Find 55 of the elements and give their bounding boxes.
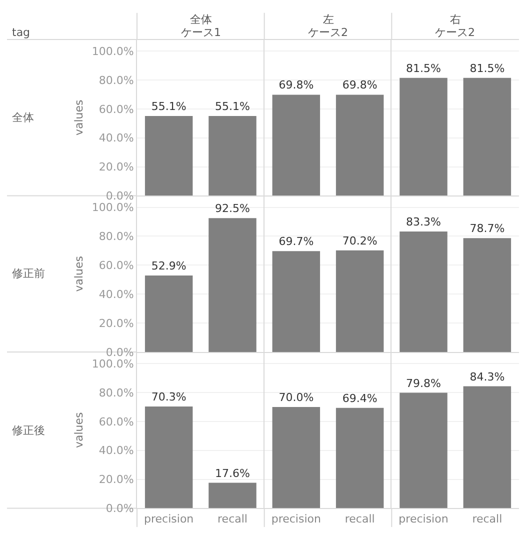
chart-title: 全体 bbox=[190, 13, 212, 26]
x-tick-label: precision bbox=[271, 512, 322, 526]
data-label: 81.5% bbox=[406, 62, 441, 75]
chart-subtitle: ケース1 bbox=[181, 26, 221, 39]
data-label: 69.7% bbox=[278, 235, 314, 248]
x-tick-label: recall bbox=[218, 512, 248, 526]
x-tick-label: recall bbox=[472, 512, 502, 526]
y-axis-title: values bbox=[72, 99, 86, 136]
y-tick-label: 0.0% bbox=[106, 346, 134, 359]
data-label: 69.8% bbox=[278, 78, 314, 92]
y-axis-title: values bbox=[72, 256, 86, 292]
data-label: 69.4% bbox=[342, 392, 378, 405]
y-tick-label: 20.0% bbox=[98, 316, 134, 330]
data-label: 83.3% bbox=[406, 215, 441, 228]
data-label: 17.6% bbox=[215, 466, 250, 480]
data-label: 69.8% bbox=[342, 78, 378, 92]
data-label: 78.7% bbox=[470, 222, 505, 236]
text: 全体 bbox=[12, 111, 34, 124]
y-tick-label: 80.0% bbox=[98, 74, 134, 87]
text: 修正後 bbox=[12, 424, 45, 437]
data-label: 55.1% bbox=[215, 100, 250, 114]
chart-subtitle: ケース2 bbox=[435, 26, 475, 39]
y-tick-label: 40.0% bbox=[98, 132, 134, 145]
x-tick-label: recall bbox=[344, 512, 375, 526]
y-tick-label: 100.0% bbox=[92, 201, 134, 214]
data-label: 70.2% bbox=[342, 234, 378, 248]
data-label: 84.3% bbox=[470, 370, 505, 384]
y-axis-title: values bbox=[72, 412, 86, 448]
x-tick-label: precision bbox=[398, 512, 448, 526]
data-label: 79.8% bbox=[406, 376, 441, 390]
text: tag bbox=[12, 26, 30, 39]
chart-title: 左 bbox=[323, 13, 334, 26]
data-label: 70.3% bbox=[151, 390, 186, 404]
data-label: 70.0% bbox=[278, 390, 314, 404]
y-tick-label: 60.0% bbox=[98, 259, 134, 272]
y-tick-label: 60.0% bbox=[98, 102, 134, 116]
chart-title: 右 bbox=[450, 13, 461, 26]
x-tick-label: precision bbox=[144, 512, 194, 526]
data-label: 92.5% bbox=[215, 202, 250, 216]
y-tick-label: 100.0% bbox=[92, 357, 134, 370]
y-tick-label: 80.0% bbox=[98, 230, 134, 244]
y-tick-label: 20.0% bbox=[98, 473, 134, 486]
chart-subtitle: ケース2 bbox=[308, 26, 348, 39]
y-tick-label: 0.0% bbox=[106, 502, 134, 516]
y-tick-label: 80.0% bbox=[98, 386, 134, 400]
text: 修正前 bbox=[12, 267, 45, 280]
data-label: 55.1% bbox=[151, 100, 186, 114]
data-label: 52.9% bbox=[151, 259, 186, 272]
y-tick-label: 20.0% bbox=[98, 160, 134, 174]
data-label: 81.5% bbox=[470, 62, 505, 75]
y-tick-label: 0.0% bbox=[106, 190, 134, 203]
y-tick-label: 40.0% bbox=[98, 444, 134, 458]
y-tick-label: 100.0% bbox=[92, 44, 134, 58]
y-tick-label: 40.0% bbox=[98, 288, 134, 301]
y-tick-label: 60.0% bbox=[98, 415, 134, 428]
